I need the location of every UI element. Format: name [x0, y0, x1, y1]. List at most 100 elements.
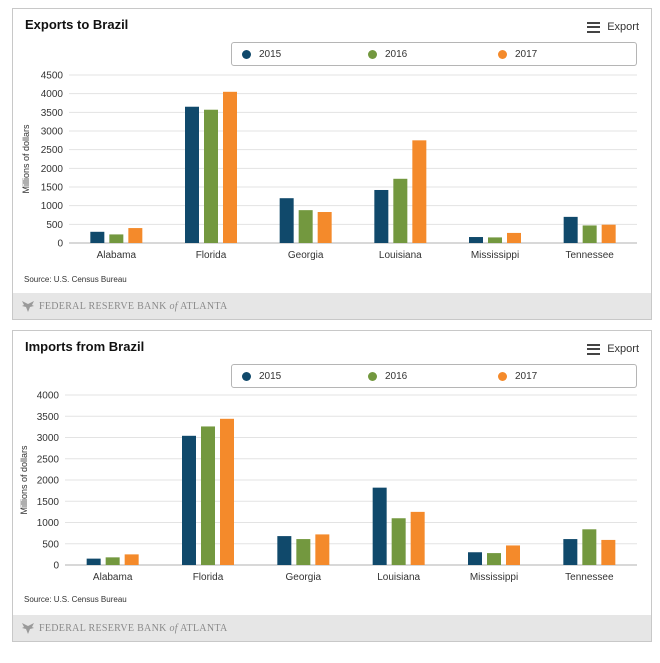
- y-tick-label: 1000: [37, 518, 60, 529]
- y-tick-label: 1000: [41, 201, 64, 212]
- legend-label: 2016: [385, 370, 408, 382]
- bar-2015-louisiana[interactable]: [372, 487, 387, 565]
- x-tick-label: Georgia: [288, 250, 324, 261]
- bar-2017-mississippi[interactable]: [507, 232, 521, 243]
- bar-2015-georgia[interactable]: [279, 198, 294, 243]
- export-label: Export: [607, 343, 639, 355]
- x-tick-label: Tennessee: [565, 250, 614, 261]
- bar-2015-tennessee[interactable]: [563, 216, 578, 243]
- bar-2016-florida[interactable]: [204, 109, 218, 243]
- fed-name: FEDERAL RESERVE BANK: [39, 300, 167, 312]
- chart-title: Imports from Brazil: [25, 339, 145, 354]
- bar-2016-louisiana[interactable]: [391, 518, 406, 565]
- x-tick-label: Louisiana: [379, 250, 422, 261]
- legend-dot-2015: [242, 371, 251, 381]
- x-tick-label: Florida: [193, 572, 224, 583]
- bar-2017-tennessee[interactable]: [601, 224, 616, 243]
- legend-dot-2016: [368, 49, 377, 59]
- bar-2015-mississippi[interactable]: [468, 552, 482, 565]
- bar-2016-louisiana[interactable]: [393, 178, 408, 243]
- eagle-logo-icon: [22, 301, 34, 312]
- y-axis-label: Millions of dollars: [21, 124, 31, 194]
- bar-2015-louisiana[interactable]: [374, 189, 389, 243]
- bar-2016-mississippi[interactable]: [487, 553, 501, 565]
- x-tick-label: Mississippi: [470, 572, 518, 583]
- bar-2016-georgia[interactable]: [296, 539, 311, 565]
- legend-label: 2015: [259, 48, 282, 60]
- bar-2015-alabama[interactable]: [86, 558, 101, 565]
- imports-bar-chart: 0 500 1000 1500 2000 2500 3000 3500 4000 Millions…: [19, 391, 637, 583]
- bar-2015-florida[interactable]: [185, 106, 199, 243]
- bar-2017-florida[interactable]: [220, 418, 234, 565]
- y-tick-label: 3500: [37, 412, 60, 423]
- y-tick-label: 2500: [37, 454, 60, 465]
- x-tick-label: Florida: [196, 250, 227, 261]
- x-tick-label: Georgia: [286, 572, 322, 583]
- x-tick-label: Alabama: [97, 250, 137, 261]
- bar-2017-tennessee[interactable]: [601, 539, 616, 565]
- bar-2015-georgia[interactable]: [277, 536, 292, 565]
- bar-2015-mississippi[interactable]: [469, 237, 483, 243]
- fed-city: ATLANTA: [180, 622, 228, 634]
- bar-2017-georgia[interactable]: [315, 534, 330, 565]
- bar-2017-georgia[interactable]: [317, 212, 332, 243]
- bar-2016-mississippi[interactable]: [488, 237, 502, 243]
- fed-of: of: [169, 622, 178, 634]
- legend-item-2015[interactable]: 2015: [242, 365, 281, 387]
- x-tick-label: Mississippi: [471, 250, 519, 261]
- legend-item-2015[interactable]: 2015: [242, 43, 281, 65]
- legend-item-2016[interactable]: 2016: [368, 43, 407, 65]
- legend-label: 2016: [385, 48, 408, 60]
- y-tick-label: 4000: [37, 391, 60, 402]
- bar-2016-alabama[interactable]: [109, 234, 124, 243]
- export-button[interactable]: Export: [587, 343, 639, 355]
- legend-item-2016[interactable]: 2016: [368, 365, 407, 387]
- bar-2017-louisiana[interactable]: [410, 511, 425, 565]
- imports-chart-panel: Imports from Brazil Export 2015 2016 201…: [12, 330, 652, 642]
- legend-item-2017[interactable]: 2017: [498, 365, 537, 387]
- export-button[interactable]: Export: [587, 21, 639, 33]
- source-note: Source: U.S. Census Bureau: [24, 595, 127, 604]
- legend-dot-2015: [242, 49, 251, 59]
- export-label: Export: [607, 21, 639, 33]
- bar-2017-mississippi[interactable]: [506, 545, 520, 565]
- legend-dot-2017: [498, 371, 507, 381]
- fed-of: of: [169, 300, 178, 312]
- chart-legend: 2015 2016 2017: [231, 42, 637, 66]
- bar-2016-georgia[interactable]: [298, 210, 313, 243]
- y-tick-label: 0: [57, 239, 63, 250]
- bar-2016-tennessee[interactable]: [582, 529, 597, 565]
- y-tick-label: 3000: [37, 433, 60, 444]
- fed-city: ATLANTA: [180, 300, 228, 312]
- y-tick-label: 2000: [41, 164, 64, 175]
- menu-icon: [587, 343, 601, 355]
- bar-2015-alabama[interactable]: [90, 231, 105, 243]
- legend-dot-2016: [368, 371, 377, 381]
- y-tick-label: 2000: [37, 476, 60, 487]
- chart-title: Exports to Brazil: [25, 17, 129, 32]
- bar-2017-louisiana[interactable]: [412, 140, 427, 243]
- x-tick-label: Alabama: [93, 572, 133, 583]
- y-tick-label: 3500: [41, 108, 64, 119]
- bar-2016-tennessee[interactable]: [582, 225, 597, 243]
- x-tick-label: Tennessee: [565, 572, 614, 583]
- legend-label: 2017: [515, 48, 538, 60]
- legend-dot-2017: [498, 49, 507, 59]
- bar-2016-florida[interactable]: [201, 426, 215, 565]
- y-tick-label: 1500: [41, 183, 64, 194]
- fed-logo-text: FEDERAL RESERVE BANK of ATLANTA: [39, 301, 227, 312]
- bar-2016-alabama[interactable]: [105, 557, 120, 565]
- menu-icon: [587, 21, 601, 33]
- legend-item-2017[interactable]: 2017: [498, 43, 537, 65]
- y-tick-label: 4000: [41, 89, 64, 100]
- legend-label: 2015: [259, 370, 282, 382]
- bar-2015-florida[interactable]: [182, 435, 196, 565]
- bar-2017-florida[interactable]: [223, 91, 237, 243]
- bar-2017-alabama[interactable]: [124, 554, 139, 565]
- fed-name: FEDERAL RESERVE BANK: [39, 622, 167, 634]
- bar-2015-tennessee[interactable]: [563, 539, 578, 565]
- y-tick-label: 500: [42, 539, 59, 550]
- legend-label: 2017: [515, 370, 538, 382]
- bar-2017-alabama[interactable]: [128, 228, 143, 243]
- y-tick-label: 0: [53, 561, 59, 572]
